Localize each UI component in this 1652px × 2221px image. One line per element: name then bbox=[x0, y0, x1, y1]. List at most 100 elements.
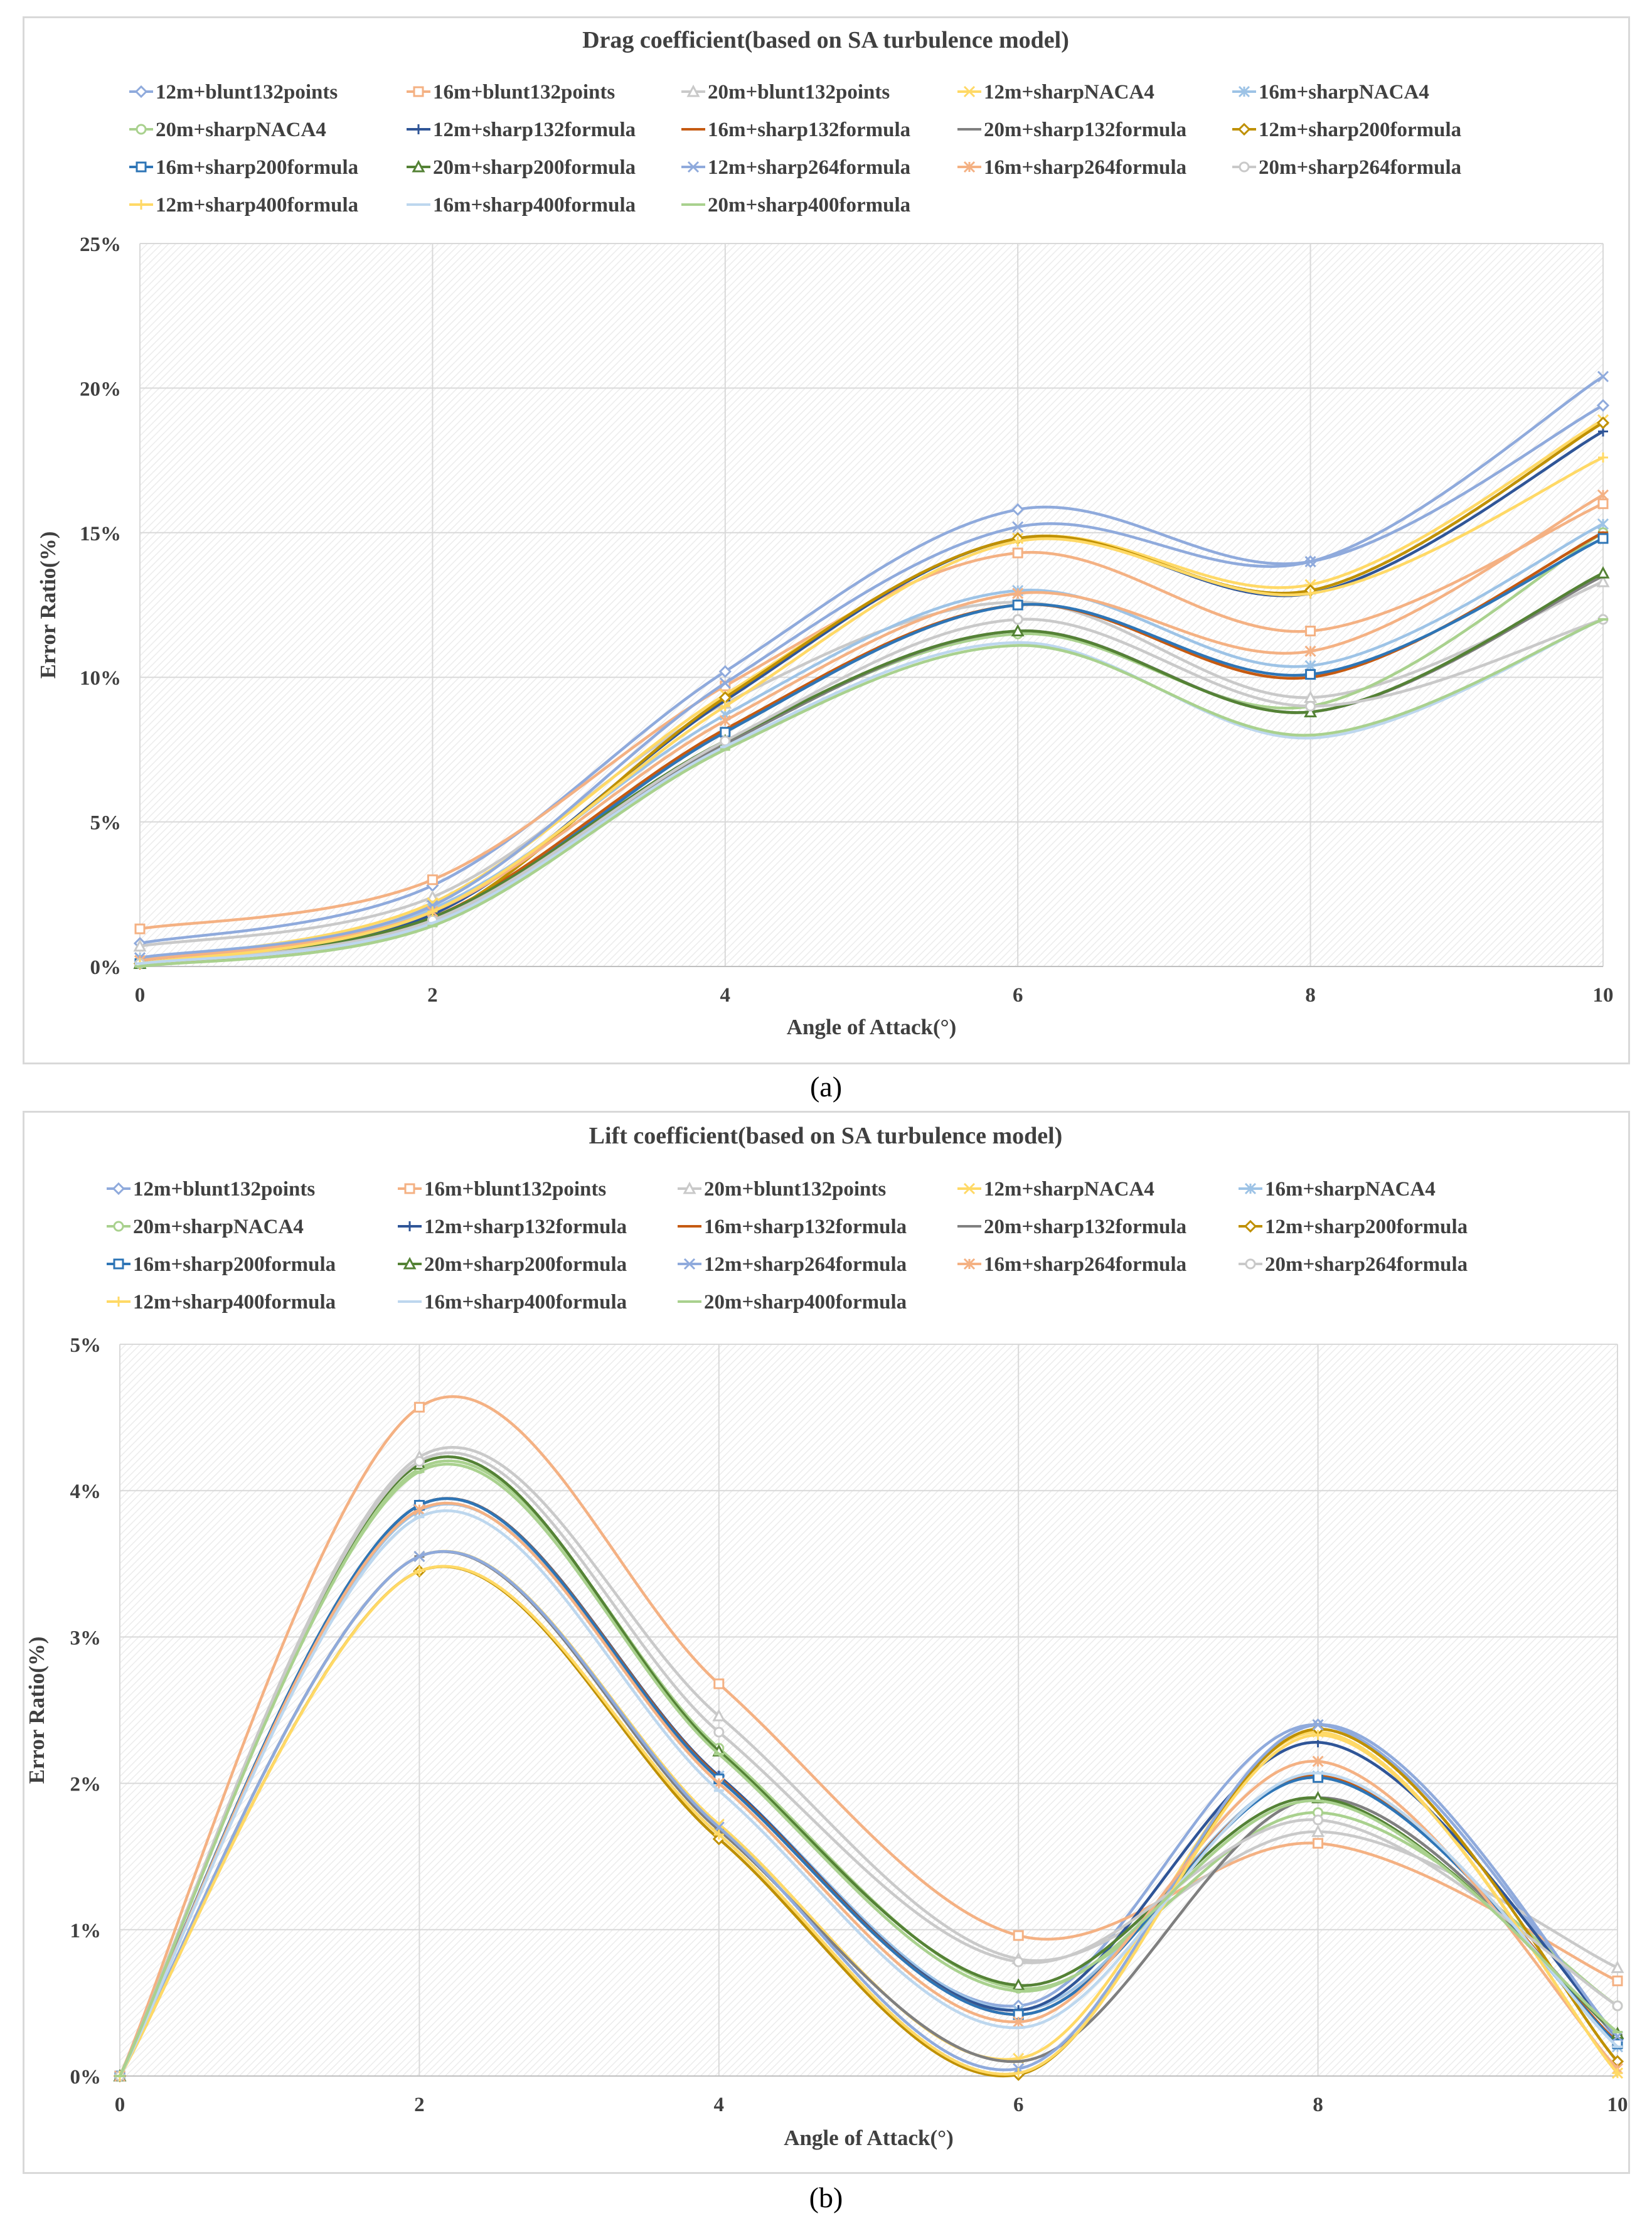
drag-point-12m-sharp200formula-x10 bbox=[1596, 416, 1610, 429]
drag-point-16m-sharp200formula-x8 bbox=[1305, 669, 1316, 680]
lift-legend-item-12m-sharp264formula: 12m+sharp264formula bbox=[678, 1253, 907, 1276]
lift-legend-label-12m-sharp132formula: 12m+sharp132formula bbox=[424, 1216, 627, 1238]
drag-legend-item-20m-sharp400formula: 20m+sharp400formula bbox=[681, 194, 910, 217]
lift-point-12m-sharp264formula-x8 bbox=[1312, 1719, 1324, 1731]
lift-legend-label-20m-sharpnaca4: 20m+sharpNACA4 bbox=[133, 1216, 304, 1238]
lift-point-20m-sharp264formula-x2 bbox=[413, 1456, 425, 1467]
drag-series-12m-sharp400formula bbox=[135, 452, 1608, 969]
lift-legend-label-16m-blunt132points: 16m+blunt132points bbox=[424, 1178, 606, 1201]
lift-point-20m-sharp264formula-x4 bbox=[713, 1726, 725, 1738]
lift-legend-label-20m-sharp132formula: 20m+sharp132formula bbox=[984, 1216, 1186, 1238]
drag-legend-marker-20m-sharp264formula bbox=[1239, 161, 1250, 173]
drag-legend-marker-16m-sharp264formula bbox=[963, 161, 976, 173]
drag-point-16m-blunt132points-x0 bbox=[134, 923, 146, 934]
lift-legend-marker-16m-sharpnaca4 bbox=[1244, 1182, 1257, 1195]
drag-legend-label-12m-sharp400formula: 12m+sharp400formula bbox=[156, 194, 358, 217]
lift-xtick-label: 8 bbox=[1313, 2094, 1323, 2116]
drag-legend-label-20m-sharp264formula: 20m+sharp264formula bbox=[1259, 156, 1461, 179]
lift-point-12m-sharp400formula-x2 bbox=[414, 1566, 425, 1576]
drag-point-12m-blunt132points-x10 bbox=[1596, 399, 1610, 412]
drag-point-20m-blunt132points-x10 bbox=[1596, 574, 1610, 587]
drag-legend-item-16m-sharp200formula: 16m+sharp200formula bbox=[129, 156, 358, 179]
lift-series-line-20m-sharp400formula bbox=[118, 1462, 1619, 2078]
drag-point-16m-sharp264formula-x10 bbox=[1597, 489, 1609, 501]
lift-y-axis-label: Error Ratio(%) bbox=[24, 1637, 49, 1784]
drag-point-16m-blunt132points-x8 bbox=[1305, 626, 1316, 636]
lift-legend-marker-12m-sharp132formula bbox=[405, 1221, 415, 1231]
lift-legend-item-12m-sharp132formula: 12m+sharp132formula bbox=[398, 1216, 627, 1238]
lift-point-16m-sharp264formula-x8 bbox=[1312, 1755, 1324, 1767]
lift-legend-item-12m-sharpnaca4: 12m+sharpNACA4 bbox=[957, 1178, 1154, 1201]
drag-legend-item-16m-sharp132formula: 16m+sharp132formula bbox=[681, 119, 910, 141]
drag-xtick-label: 4 bbox=[720, 984, 731, 1007]
lift-point-20m-sharp264formula-x6 bbox=[1013, 1956, 1024, 1967]
lift-series-20m-sharp264formula bbox=[114, 1451, 1623, 2082]
drag-ytick-label: 10% bbox=[80, 667, 121, 690]
drag-xtick-label: 8 bbox=[1305, 984, 1316, 1007]
lift-legend-label-16m-sharpnaca4: 16m+sharpNACA4 bbox=[1265, 1178, 1436, 1201]
drag-point-12m-blunt132points-x6 bbox=[1011, 503, 1025, 516]
drag-point-12m-sharp264formula-x10 bbox=[1597, 370, 1609, 383]
lift-legend-label-12m-sharp264formula: 12m+sharp264formula bbox=[704, 1253, 907, 1276]
drag-chart: Drag coefficient(based on SA turbulence … bbox=[36, 27, 1614, 1039]
drag-legend-item-16m-sharpnaca4: 16m+sharpNACA4 bbox=[1232, 81, 1429, 104]
lift-point-16m-blunt132points-x10 bbox=[1612, 1975, 1623, 1986]
drag-series-line-12m-sharp132formula bbox=[138, 430, 1605, 963]
drag-legend-marker-12m-sharp264formula bbox=[687, 161, 700, 173]
lift-legend-item-12m-sharp400formula: 12m+sharp400formula bbox=[107, 1291, 336, 1314]
lift-point-16m-blunt132points-x8 bbox=[1313, 1838, 1324, 1849]
drag-point-20m-sharp200formula-x6 bbox=[1011, 624, 1025, 636]
drag-point-12m-sharp400formula-x10 bbox=[1598, 452, 1608, 463]
drag-legend-item-16m-blunt132points: 16m+blunt132points bbox=[407, 81, 615, 104]
lift-legend-item-16m-sharp264formula: 16m+sharp264formula bbox=[957, 1253, 1186, 1276]
drag-xtick-label: 6 bbox=[1013, 984, 1023, 1007]
drag-point-16m-sharp200formula-x10 bbox=[1597, 533, 1609, 544]
lift-legend-marker-20m-blunt132points bbox=[683, 1181, 696, 1194]
lift-xtick-label: 2 bbox=[414, 2094, 425, 2116]
lift-point-20m-sharp200formula-x6 bbox=[1011, 1978, 1025, 1991]
lift-legend-marker-12m-sharpnaca4 bbox=[963, 1182, 976, 1195]
drag-series-20m-sharp400formula bbox=[135, 618, 1608, 968]
drag-x-axis-label: Angle of Attack(°) bbox=[787, 1015, 957, 1039]
lift-point-12m-sharp400formula-x6 bbox=[1013, 2068, 1024, 2079]
lift-point-12m-sharp264formula-x2 bbox=[413, 1551, 425, 1563]
lift-legend-marker-20m-sharpnaca4 bbox=[113, 1221, 124, 1232]
drag-series-line-12m-sharp264formula bbox=[138, 375, 1605, 960]
lift-legend-label-16m-sharp400formula: 16m+sharp400formula bbox=[424, 1291, 627, 1314]
drag-legend-item-12m-sharp400formula: 12m+sharp400formula bbox=[129, 194, 358, 217]
drag-legend-item-16m-sharp400formula: 16m+sharp400formula bbox=[407, 194, 636, 217]
lift-legend-label-12m-sharp400formula: 12m+sharp400formula bbox=[133, 1291, 336, 1314]
lift-xtick-label: 6 bbox=[1013, 2094, 1024, 2116]
lift-legend-item-20m-sharp132formula: 20m+sharp132formula bbox=[957, 1216, 1186, 1238]
lift-chart: Lift coefficient(based on SA turbulence … bbox=[24, 1123, 1628, 2150]
lift-legend-label-16m-sharp264formula: 16m+sharp264formula bbox=[984, 1253, 1186, 1276]
drag-ytick-label: 5% bbox=[90, 812, 122, 835]
lift-point-20m-sharp264formula-x10 bbox=[1612, 2000, 1623, 2011]
drag-legend-marker-16m-blunt132points bbox=[413, 86, 424, 97]
lift-point-16m-sharp264formula-x2 bbox=[413, 1504, 425, 1516]
drag-ytick-label: 15% bbox=[80, 523, 121, 545]
lift-legend-marker-12m-blunt132points bbox=[112, 1182, 125, 1196]
drag-point-16m-sharp200formula-x6 bbox=[1012, 599, 1023, 611]
lift-legend-item-20m-blunt132points: 20m+blunt132points bbox=[678, 1178, 886, 1201]
drag-chart-title: Drag coefficient(based on SA turbulence … bbox=[582, 27, 1069, 53]
drag-series-line-20m-sharp400formula bbox=[138, 618, 1605, 968]
drag-legend-item-20m-sharp264formula: 20m+sharp264formula bbox=[1232, 156, 1461, 179]
lift-legend-item-16m-blunt132points: 16m+blunt132points bbox=[398, 1178, 606, 1201]
lift-ytick-label: 3% bbox=[70, 1627, 102, 1649]
drag-series-line-12m-blunt132points bbox=[138, 404, 1605, 945]
drag-legend-label-20m-sharp132formula: 20m+sharp132formula bbox=[984, 119, 1186, 141]
lift-point-20m-blunt132points-x4 bbox=[712, 1709, 726, 1721]
drag-legend-label-16m-sharp400formula: 16m+sharp400formula bbox=[433, 194, 636, 217]
lift-legend-item-16m-sharpnaca4: 16m+sharpNACA4 bbox=[1239, 1178, 1436, 1201]
drag-legend-label-12m-sharp200formula: 12m+sharp200formula bbox=[1259, 119, 1461, 141]
drag-point-12m-sharp400formula-x6 bbox=[1013, 536, 1023, 547]
drag-legend-marker-12m-sharpnaca4 bbox=[963, 85, 976, 98]
lift-chart-title: Lift coefficient(based on SA turbulence … bbox=[589, 1123, 1063, 1149]
drag-legend-item-12m-blunt132points: 12m+blunt132points bbox=[129, 81, 338, 104]
lift-series-line-16m-sharp200formula bbox=[118, 1497, 1619, 2078]
drag-legend-item-12m-sharp200formula: 12m+sharp200formula bbox=[1232, 119, 1461, 141]
drag-legend-item-12m-sharp132formula: 12m+sharp132formula bbox=[407, 119, 636, 141]
drag-xtick-label: 10 bbox=[1593, 984, 1614, 1007]
